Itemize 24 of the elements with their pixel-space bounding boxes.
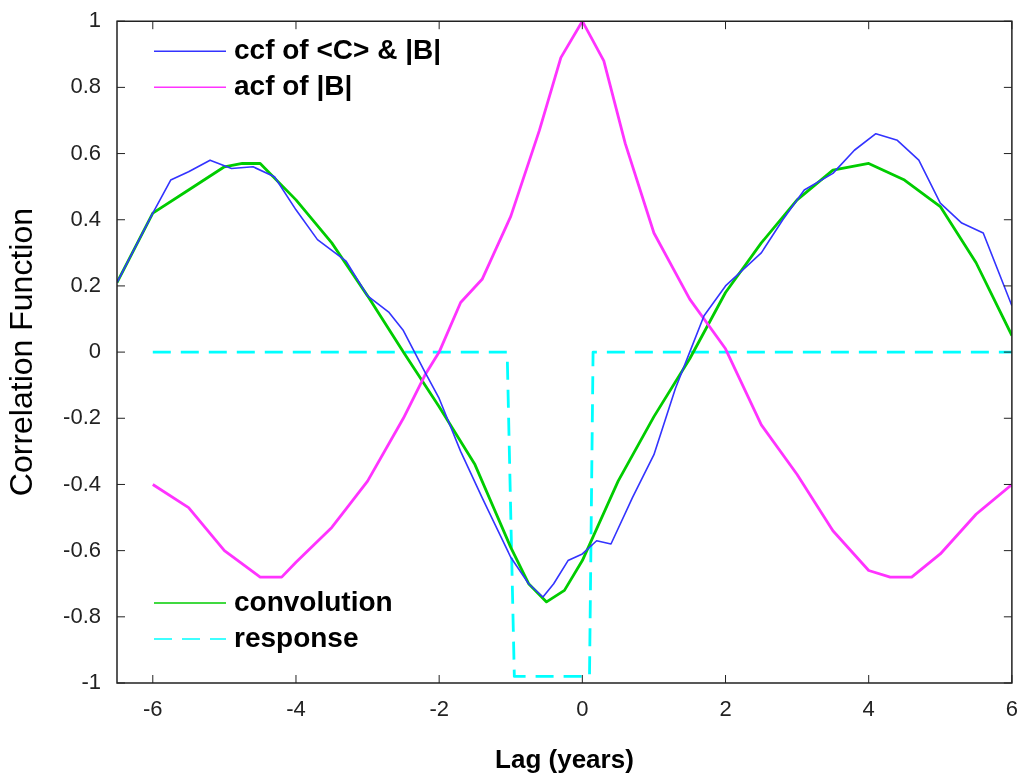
y-axis-title: Correlation Function [3, 208, 40, 497]
y-tick-label: -0.2 [63, 404, 101, 430]
legend-label: convolution [234, 585, 393, 617]
y-tick-label: -0.4 [63, 470, 101, 496]
y-tick-label: 0.4 [70, 205, 101, 231]
x-tick-label: 6 [1005, 696, 1019, 722]
legend-label: ccf of <C> & |B| [234, 33, 442, 65]
x-tick-label: -6 [143, 696, 163, 722]
x-tick-label: -2 [429, 696, 449, 722]
x-tick-label: 0 [576, 696, 589, 722]
x-tick-label: 4 [862, 696, 875, 722]
y-tick-label: 0 [88, 338, 101, 364]
x-tick-label: -4 [286, 696, 306, 722]
legend-label: acf of |B| [234, 69, 353, 101]
y-tick-label: -0.8 [63, 602, 101, 628]
x-axis-title: Lag (years) [495, 743, 634, 774]
y-tick-label: 1 [88, 7, 101, 33]
y-tick-label: 0.2 [70, 271, 101, 297]
y-tick-label: 0.8 [70, 73, 101, 99]
y-tick-label: -1 [81, 669, 101, 695]
y-tick-label: -0.6 [63, 536, 101, 562]
y-tick-label: 0.6 [70, 139, 101, 165]
x-tick-label: 2 [719, 696, 732, 722]
legend-label: response [234, 621, 359, 653]
